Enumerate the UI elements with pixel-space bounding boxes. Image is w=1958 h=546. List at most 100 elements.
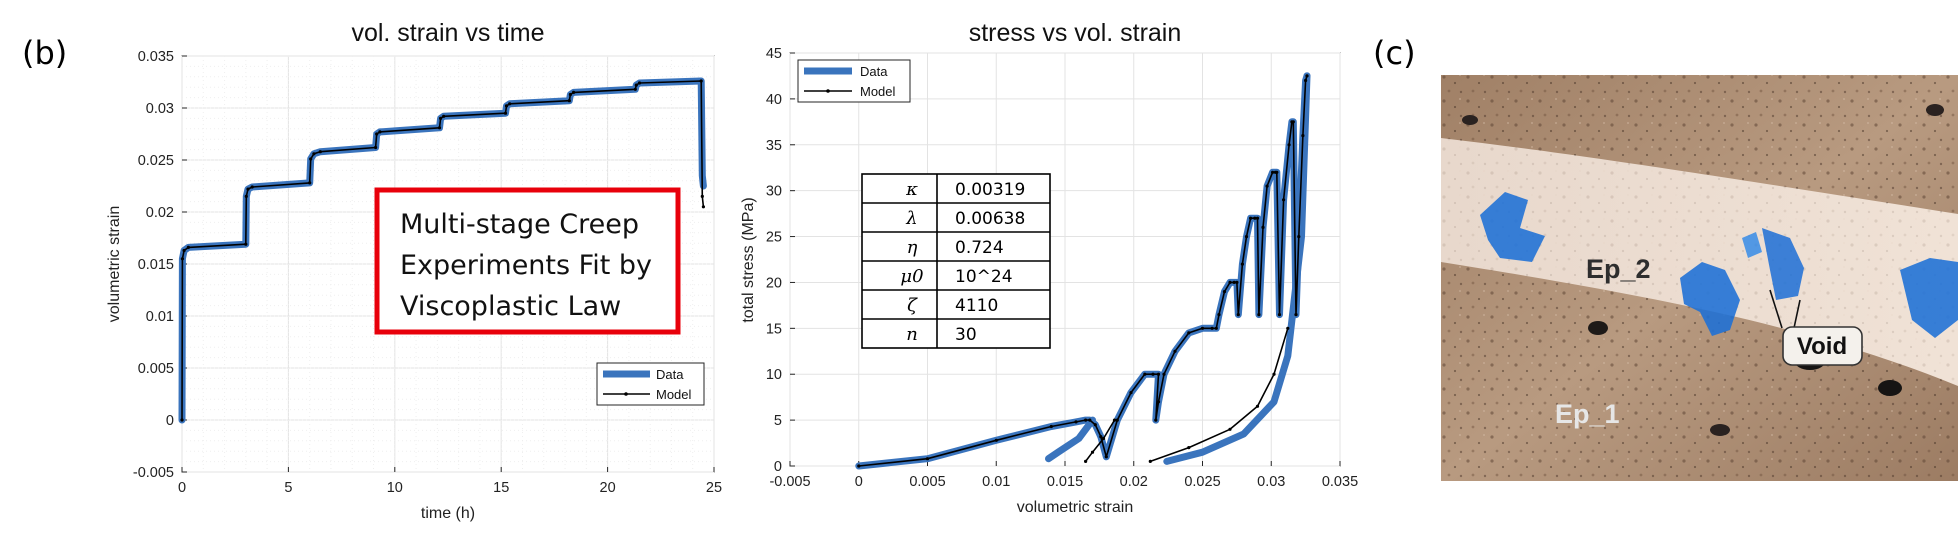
chart2-model-point-1-28 — [1236, 313, 1240, 317]
chart2-ytick-label-6: 30 — [766, 184, 782, 200]
chart2-model-point-1-42 — [1287, 143, 1291, 147]
chart1-xtick-label-4: 20 — [600, 480, 616, 496]
photo-dark-grain-6 — [1710, 424, 1730, 436]
chart2-ylabel: total stress (MPa) — [740, 197, 757, 322]
chart1-model-point-1-8 — [308, 181, 312, 185]
chart2-series — [855, 72, 1311, 470]
chart2-model-point-1-13 — [1151, 372, 1155, 376]
chart2-model-point-1-27 — [1235, 280, 1239, 284]
chart2-model-point-1-1 — [925, 457, 930, 461]
chart2-series-data-2 — [1045, 416, 1096, 463]
annotation-line-2: Experiments Fit by — [400, 250, 652, 281]
photo-dark-grain-3 — [1588, 321, 1608, 335]
chart1-xtick-label-1: 5 — [284, 480, 292, 496]
chart2-model-point-5-0 — [1084, 459, 1088, 463]
param-symbol-n: n — [906, 324, 918, 345]
param-symbol-lambda: λ — [905, 208, 917, 229]
chart2-model-point-1-6 — [1088, 418, 1092, 422]
chart2-model-point-1-45 — [1294, 313, 1298, 317]
chart2-ticks: -0.005 0 0.005 0.01 0.015 0.02 0.025 0.03 0.0350… — [766, 46, 1358, 490]
chart2-series-model-4 — [1150, 328, 1289, 463]
chart2-xtick-label-1: 0 — [855, 474, 863, 490]
chart2-model-point-1-26 — [1232, 280, 1236, 284]
chart1-model-point-1-15 — [437, 126, 442, 130]
photo-dark-grain-5 — [1462, 115, 1478, 125]
chart2-model-point-1-21 — [1210, 326, 1214, 330]
chart2-model-point-1-2 — [994, 438, 998, 442]
chart2-model-point-4-3 — [1255, 404, 1260, 408]
chart2-title: stress vs vol. strain — [969, 19, 1182, 47]
chart1-model-point-1-23 — [572, 90, 576, 94]
chart2-model-point-1-7 — [1093, 423, 1097, 427]
param-value-eta: 0.724 — [955, 238, 1004, 258]
photo-vein-texture — [1441, 138, 1958, 386]
panel-label-c: (c) — [1373, 34, 1416, 72]
chart2-model-point-1-41 — [1282, 198, 1286, 202]
chart2-model-point-1-20 — [1200, 326, 1205, 330]
chart2-model-point-1-46 — [1297, 235, 1301, 239]
chart1-model-point-1-5 — [244, 194, 248, 198]
chart1-ytick-label-5: 0.02 — [146, 205, 174, 221]
chart1-model-point-1-1 — [180, 257, 184, 261]
chart1-ytick-label-8: 0.035 — [138, 49, 174, 65]
chart2-model-point-1-4 — [1074, 420, 1078, 424]
chart1-xtick-label-5: 25 — [706, 480, 722, 496]
chart1-xtick-label-0: 0 — [178, 480, 186, 496]
chart1-model-point-1-24 — [633, 87, 637, 91]
annotation-line-3: Viscoplastic Law — [400, 291, 621, 322]
chart2-ytick-label-1: 5 — [774, 413, 782, 429]
chart1-model-point-1-16 — [439, 116, 443, 120]
chart2-ytick-label-8: 40 — [766, 92, 782, 108]
chart2-series-model-5 — [1084, 419, 1116, 462]
chart1-legend: Data Model — [596, 362, 705, 406]
chart2-model-point-1-22 — [1214, 326, 1218, 330]
chart2-model-point-1-24 — [1222, 290, 1227, 294]
chart2-model-point-1-11 — [1129, 391, 1133, 395]
chart2-model-point-1-29 — [1240, 262, 1244, 266]
chart1-model-point-1-14 — [378, 130, 382, 134]
chart2-model-point-1-3 — [1049, 424, 1053, 429]
chart1-xtick-label-2: 10 — [387, 480, 403, 496]
chart2-model-point-1-18 — [1173, 349, 1177, 353]
annotation-line-1: Multi-stage Creep — [400, 209, 639, 240]
chart2-model-point-1-23 — [1217, 313, 1221, 317]
param-value-lambda: 0.00638 — [955, 209, 1025, 229]
chart1-model-point-1-25 — [634, 83, 638, 87]
chart2-model-point-1-40 — [1277, 313, 1282, 317]
param-value-mu0: 10^24 — [955, 267, 1013, 287]
chart2-ytick-label-9: 45 — [766, 46, 782, 62]
photo-void-5 — [1742, 232, 1762, 258]
chart1-model-point-1-17 — [442, 114, 446, 118]
chart2-model-point-1-48 — [1304, 78, 1308, 83]
chart1-ytick-label-0: -0.005 — [133, 465, 174, 481]
chart2-xtick-label-7: 0.03 — [1257, 474, 1285, 490]
chart2-model-point-1-15 — [1154, 418, 1158, 422]
chart2-model-point-1-39 — [1275, 170, 1279, 174]
chart1-model-point-1-2 — [182, 248, 186, 253]
param-symbol-eta: η — [907, 237, 918, 258]
chart2-model-point-1-33 — [1255, 216, 1260, 220]
chart2-xlabel: volumetric strain — [1017, 499, 1133, 516]
chart2-model-point-5-3 — [1112, 418, 1117, 422]
photo-dark-grain-4 — [1926, 104, 1944, 116]
photo-void-3 — [1762, 228, 1804, 300]
chart2-ytick-label-5: 25 — [766, 230, 782, 246]
chart2-model-point-1-14 — [1156, 372, 1161, 376]
chart1-ytick-label-4: 0.015 — [138, 257, 174, 273]
chart1-model-point-1-28 — [700, 194, 704, 198]
chart2-model-point-1-30 — [1244, 235, 1249, 239]
chart1-series — [178, 77, 707, 424]
chart1-ytick-label-1: 0 — [166, 413, 174, 429]
param-value-zeta: 4110 — [955, 296, 998, 316]
chart1-model-point-1-12 — [374, 145, 378, 150]
chart2-model-point-1-32 — [1253, 216, 1257, 220]
chart1-model-point-1-29 — [701, 205, 706, 209]
chart2-xtick-label-4: 0.015 — [1047, 474, 1083, 490]
chart2-model-point-5-2 — [1101, 436, 1106, 441]
param-symbol-mu0: μ0 — [900, 266, 923, 287]
chart2-xtick-label-6: 0.025 — [1184, 474, 1220, 490]
chart1-model-point-1-26 — [637, 81, 642, 85]
param-symbol-zeta: ζ — [907, 295, 918, 316]
chart2-model-point-1-47 — [1301, 134, 1305, 138]
